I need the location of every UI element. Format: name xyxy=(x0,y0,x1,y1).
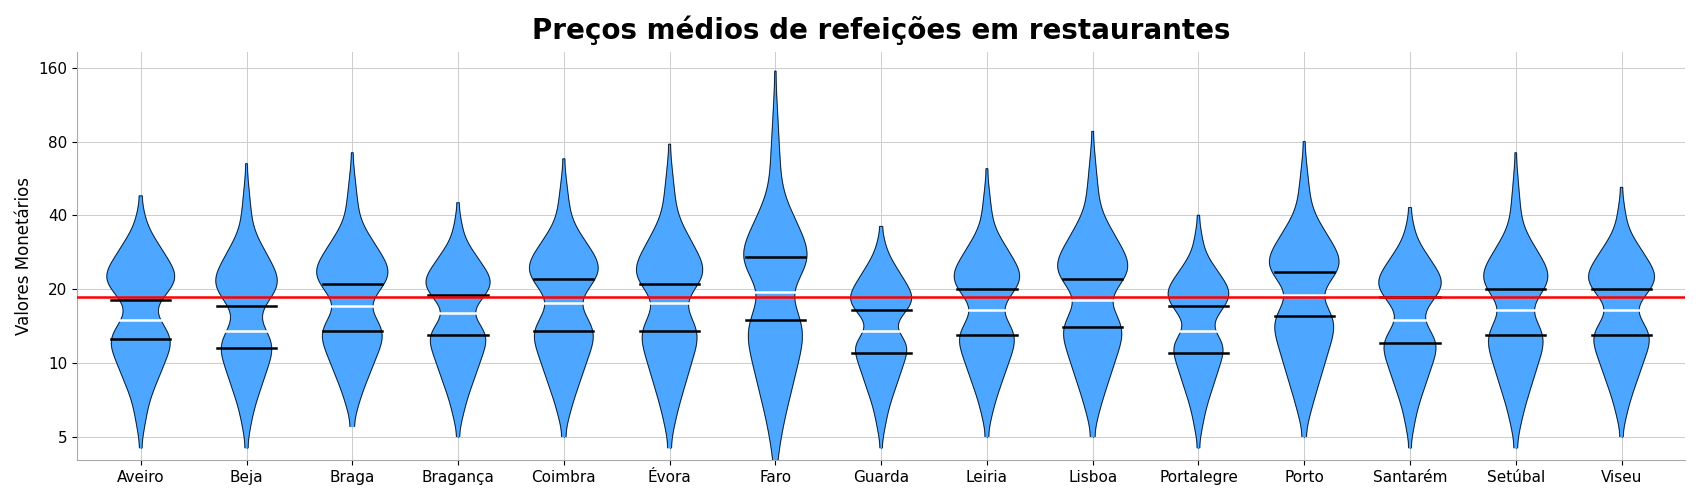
Polygon shape xyxy=(850,226,911,448)
Polygon shape xyxy=(107,196,175,448)
Y-axis label: Valores Monetários: Valores Monetários xyxy=(15,178,32,336)
Polygon shape xyxy=(1270,142,1340,437)
Polygon shape xyxy=(529,159,598,436)
Polygon shape xyxy=(1588,188,1654,436)
Polygon shape xyxy=(316,153,388,426)
Polygon shape xyxy=(1484,153,1547,448)
Polygon shape xyxy=(1168,216,1229,448)
Polygon shape xyxy=(427,203,490,436)
Polygon shape xyxy=(745,71,808,474)
Polygon shape xyxy=(1057,132,1127,436)
Polygon shape xyxy=(954,168,1020,436)
Polygon shape xyxy=(216,164,277,448)
Title: Preços médios de refeições em restaurantes: Preços médios de refeições em restaurant… xyxy=(532,15,1231,44)
Polygon shape xyxy=(1379,208,1442,448)
Polygon shape xyxy=(636,144,702,448)
